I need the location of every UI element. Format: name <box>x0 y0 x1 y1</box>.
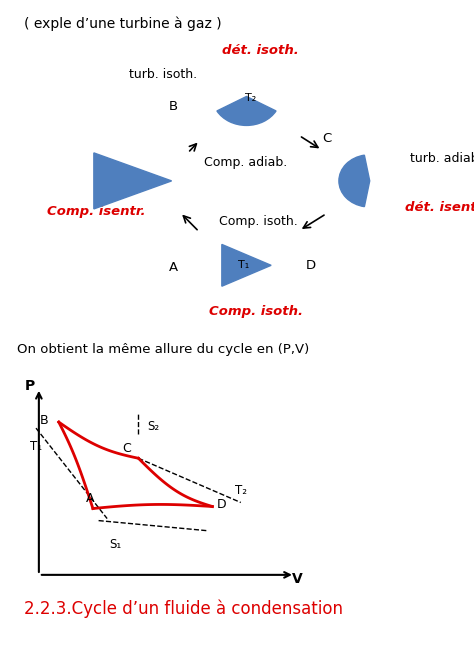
Text: Comp. isentr.: Comp. isentr. <box>47 204 146 218</box>
Text: B: B <box>40 413 49 427</box>
Text: A: A <box>168 261 178 274</box>
Text: D: D <box>305 259 316 272</box>
Text: T₁: T₁ <box>30 440 43 453</box>
Text: turb. isoth.: turb. isoth. <box>128 68 197 81</box>
Text: 2.2.3.Cycle d’un fluide à condensation: 2.2.3.Cycle d’un fluide à condensation <box>24 600 343 618</box>
Text: S₁: S₁ <box>109 538 122 551</box>
Polygon shape <box>94 153 172 209</box>
Text: C: C <box>322 132 332 145</box>
Text: D: D <box>217 498 227 511</box>
Polygon shape <box>222 245 271 286</box>
Text: Comp. isoth.: Comp. isoth. <box>209 305 303 318</box>
Text: dét. isentr.: dét. isentr. <box>405 200 474 214</box>
Text: T₂: T₂ <box>235 484 247 497</box>
Text: Comp. isoth.: Comp. isoth. <box>219 214 298 228</box>
Wedge shape <box>217 96 276 125</box>
Text: S₂: S₂ <box>147 419 159 433</box>
Text: dét. isoth.: dét. isoth. <box>222 44 299 57</box>
Text: Comp. adiab.: Comp. adiab. <box>204 156 287 170</box>
Wedge shape <box>339 155 370 206</box>
Text: P: P <box>25 379 36 393</box>
Text: On obtient la même allure du cycle en (P,V): On obtient la même allure du cycle en (P… <box>17 343 309 356</box>
Text: turb. adiab.: turb. adiab. <box>410 152 474 165</box>
Text: B: B <box>168 100 178 113</box>
Text: A: A <box>86 492 94 505</box>
Text: T₁: T₁ <box>238 261 250 270</box>
Text: T₂: T₂ <box>245 94 256 103</box>
Text: C: C <box>123 442 131 455</box>
Text: ( exple d’une turbine à gaz ): ( exple d’une turbine à gaz ) <box>24 17 221 31</box>
Text: V: V <box>292 572 303 586</box>
